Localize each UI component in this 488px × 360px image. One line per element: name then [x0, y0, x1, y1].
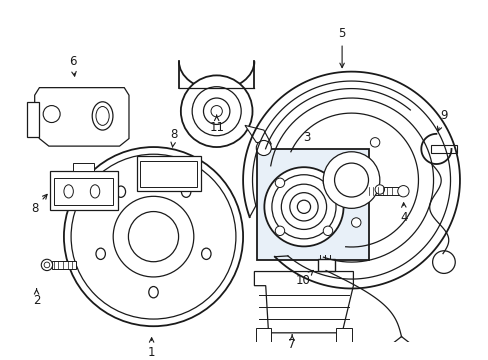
Circle shape	[41, 259, 53, 271]
Circle shape	[264, 167, 343, 246]
Circle shape	[432, 251, 454, 273]
Text: 7: 7	[288, 335, 295, 351]
Text: 8: 8	[170, 128, 178, 147]
Circle shape	[351, 218, 360, 227]
Bar	[257, 149, 368, 260]
Text: 11: 11	[209, 115, 224, 134]
Bar	[50, 171, 118, 210]
Circle shape	[378, 357, 389, 360]
Ellipse shape	[96, 248, 105, 260]
Text: 9: 9	[437, 109, 447, 131]
Text: 1: 1	[147, 338, 155, 359]
Circle shape	[323, 178, 332, 188]
Ellipse shape	[92, 102, 113, 130]
Text: 6: 6	[68, 55, 76, 76]
Text: 3: 3	[303, 131, 310, 144]
Circle shape	[275, 226, 284, 235]
Circle shape	[374, 185, 384, 194]
Ellipse shape	[116, 186, 125, 197]
Ellipse shape	[181, 186, 190, 197]
Polygon shape	[256, 328, 271, 342]
Circle shape	[323, 226, 332, 235]
Bar	[317, 259, 334, 271]
Polygon shape	[73, 163, 94, 171]
Bar	[140, 161, 197, 186]
Bar	[54, 178, 113, 204]
Circle shape	[369, 138, 379, 147]
Circle shape	[412, 357, 423, 360]
Bar	[363, 188, 399, 195]
Text: 2: 2	[33, 289, 40, 307]
Ellipse shape	[90, 185, 100, 198]
Circle shape	[181, 75, 252, 147]
Polygon shape	[430, 145, 456, 153]
Text: 5: 5	[338, 27, 345, 68]
Bar	[136, 156, 200, 192]
Ellipse shape	[201, 248, 211, 260]
Text: 10: 10	[295, 270, 312, 287]
Circle shape	[256, 140, 271, 156]
Bar	[52, 261, 76, 269]
Ellipse shape	[148, 287, 158, 298]
Circle shape	[323, 152, 379, 208]
Polygon shape	[254, 271, 353, 333]
Polygon shape	[336, 328, 351, 342]
Text: 4: 4	[400, 203, 407, 224]
Circle shape	[43, 105, 60, 122]
Polygon shape	[27, 102, 40, 137]
Ellipse shape	[64, 185, 73, 198]
Text: 8: 8	[31, 194, 47, 215]
Polygon shape	[35, 87, 129, 146]
Circle shape	[275, 178, 284, 188]
Circle shape	[397, 185, 408, 197]
Polygon shape	[244, 125, 271, 144]
